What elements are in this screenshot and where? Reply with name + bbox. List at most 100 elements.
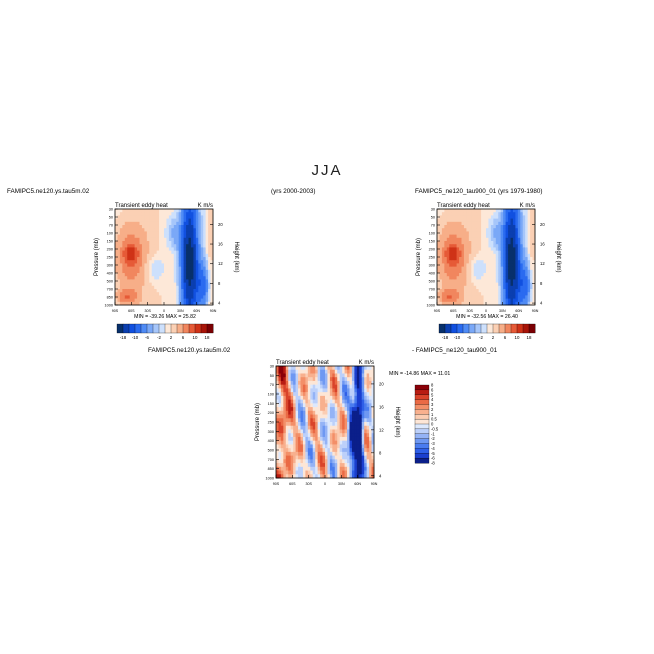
heatmap-cell bbox=[305, 466, 309, 471]
heatmap-cell bbox=[342, 451, 345, 456]
heatmap-cell bbox=[117, 253, 121, 258]
heatmap-cell bbox=[154, 237, 158, 242]
heatmap-cell bbox=[354, 403, 358, 408]
heatmap-cell bbox=[161, 260, 165, 264]
heatmap-cell bbox=[183, 228, 187, 232]
heatmap-cell bbox=[456, 209, 460, 213]
heatmap-cell bbox=[325, 392, 328, 397]
heatmap-cell bbox=[439, 282, 443, 287]
heatmap-cell bbox=[154, 269, 158, 274]
y-tick-label: 100 bbox=[268, 393, 274, 397]
heatmap-cell bbox=[441, 218, 445, 223]
heatmap-cell bbox=[446, 241, 450, 245]
heatmap-cell bbox=[139, 215, 143, 219]
heatmap-cell bbox=[371, 388, 375, 393]
heatmap-cell bbox=[302, 429, 306, 434]
heatmap-cell bbox=[461, 263, 465, 267]
heatmap-cell bbox=[188, 241, 192, 245]
heatmap-cell bbox=[483, 225, 487, 229]
heatmap-cell bbox=[288, 392, 292, 397]
heatmap-cell bbox=[337, 470, 341, 475]
heatmap-cell bbox=[295, 369, 299, 374]
heatmap-cell bbox=[317, 422, 321, 427]
heatmap-cell bbox=[195, 250, 199, 255]
heatmap-cell bbox=[332, 429, 336, 434]
heatmap-cell bbox=[154, 247, 158, 251]
heatmap-cell bbox=[337, 455, 341, 460]
heatmap-cell bbox=[186, 215, 189, 219]
heatmap-cell bbox=[532, 292, 536, 296]
heatmap-cell bbox=[156, 298, 160, 303]
heatmap-cell bbox=[290, 444, 294, 449]
heatmap-cell bbox=[351, 466, 355, 471]
heatmap-cell bbox=[329, 403, 333, 408]
heatmap-cell bbox=[300, 395, 304, 400]
heatmap-cell bbox=[493, 257, 497, 261]
heatmap-cell bbox=[317, 463, 321, 468]
heatmap-cell bbox=[490, 295, 494, 299]
heatmap-cell bbox=[520, 269, 524, 274]
y-tick-label: 150 bbox=[429, 240, 435, 244]
heatmap-cell bbox=[512, 273, 516, 277]
heatmap-cell bbox=[168, 301, 172, 306]
heatmap-cell bbox=[144, 234, 148, 239]
heatmap-cell bbox=[437, 228, 440, 232]
y-right-tick-label: 12 bbox=[379, 427, 384, 432]
heatmap-cell bbox=[139, 289, 143, 293]
heatmap-cell bbox=[295, 470, 299, 475]
heatmap-cell bbox=[466, 289, 470, 293]
heatmap-cell bbox=[132, 225, 135, 229]
heatmap-cell bbox=[156, 266, 160, 271]
heatmap-cell bbox=[369, 392, 372, 397]
heatmap-cell bbox=[366, 444, 370, 449]
heatmap-cell bbox=[520, 273, 524, 277]
heatmap-cell bbox=[129, 269, 133, 274]
heatmap-cell bbox=[117, 250, 121, 255]
heatmap-cell bbox=[198, 253, 202, 258]
heatmap-cell bbox=[461, 282, 465, 287]
heatmap-cell bbox=[441, 292, 445, 296]
heatmap-cell bbox=[285, 429, 289, 434]
heatmap-cell bbox=[332, 451, 336, 456]
heatmap-cell bbox=[332, 418, 336, 423]
heatmap-cell bbox=[473, 269, 477, 274]
heatmap-cell bbox=[203, 269, 207, 274]
heatmap-cell bbox=[334, 448, 338, 453]
heatmap-cell bbox=[520, 253, 524, 258]
heatmap-cell bbox=[351, 455, 355, 460]
heatmap-cell bbox=[505, 260, 509, 264]
heatmap-cell bbox=[134, 269, 138, 274]
heatmap-cell bbox=[498, 279, 502, 283]
heatmap-cell bbox=[149, 298, 153, 303]
heatmap-cell bbox=[466, 247, 470, 251]
heatmap-cell bbox=[193, 266, 197, 271]
heatmap-cell bbox=[361, 407, 365, 412]
heatmap-cell bbox=[132, 266, 135, 271]
heatmap-cell bbox=[325, 407, 328, 412]
heatmap-cell bbox=[512, 218, 516, 223]
heatmap-cell bbox=[178, 218, 182, 223]
heatmap-cell bbox=[298, 403, 301, 408]
heatmap-cell bbox=[329, 433, 333, 438]
heatmap-cell bbox=[463, 295, 467, 299]
heatmap-cell bbox=[302, 414, 306, 419]
colorbar-swatch bbox=[146, 323, 154, 334]
heatmap-cell bbox=[134, 253, 138, 258]
heatmap-cell bbox=[337, 466, 341, 471]
heatmap-cell bbox=[200, 234, 204, 239]
heatmap-cell bbox=[298, 422, 301, 427]
heatmap-cell bbox=[195, 209, 199, 213]
heatmap-cell bbox=[181, 244, 184, 248]
heatmap-cell bbox=[466, 298, 470, 303]
heatmap-cell bbox=[527, 241, 531, 245]
colorbar-swatch bbox=[414, 409, 430, 415]
heatmap-cell bbox=[190, 279, 194, 283]
heatmap-cell bbox=[483, 247, 487, 251]
heatmap-cell bbox=[361, 436, 365, 442]
heatmap-cell bbox=[288, 440, 292, 445]
heatmap-cell bbox=[164, 244, 167, 248]
heatmap-cell bbox=[449, 266, 453, 271]
heatmap-cell bbox=[312, 436, 316, 442]
heatmap-cell bbox=[356, 425, 360, 430]
heatmap-cell bbox=[181, 263, 184, 267]
